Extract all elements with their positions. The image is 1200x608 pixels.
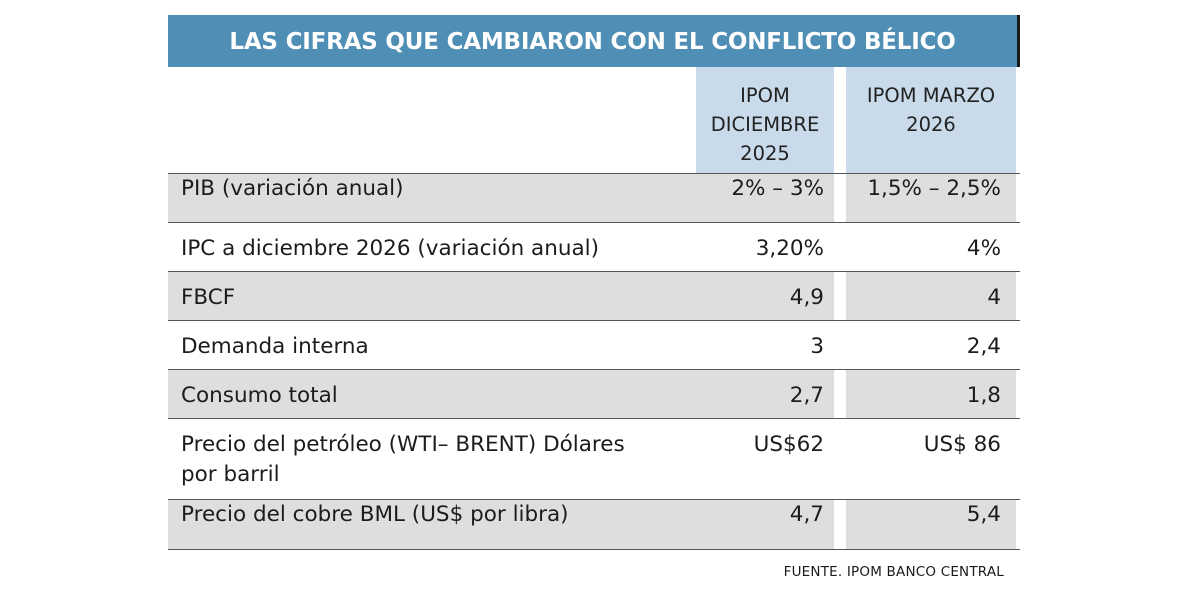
row-value-dic-2025: 2% – 3% [696,174,834,222]
table-row-demanda-interna: Demanda interna 3 2,4 [168,321,1020,370]
row-label: Demanda interna [181,334,369,359]
header-ipom-dic-2025: IPOM DICIEMBRE 2025 [696,67,834,173]
header-col1-line3: 2025 [740,142,790,165]
table-row-pib: PIB (variación anual) 2% – 3% 1,5% – 2,5… [168,173,1020,223]
row-value-mar-2026: 4% [966,236,1001,261]
row-value-mar-2026: 2,4 [966,334,1001,359]
row-label-line1: Precio del petróleo (WTI– BRENT) Dólares [181,432,625,457]
row-value-dic-2025: 2,7 [696,370,834,418]
header-ipom-mar-2026: IPOM MARZO 2026 [846,67,1016,173]
header-col1-line1: IPOM [740,84,790,107]
row-label: PIB (variación anual) [168,174,696,222]
row-label: Precio del petróleo (WTI– BRENT) Dólares… [168,419,696,499]
row-value-dic-2025: US$62 [753,432,824,457]
row-value-mar-2026: 1,5% – 2,5% [846,174,1016,222]
row-label: Consumo total [168,370,696,418]
row-value-mar-2026: US$ 86 [923,432,1001,457]
row-label-line2: por barril [181,462,280,487]
row-value-mar-2026: 1,8 [846,370,1016,418]
table-row-consumo-total: Consumo total 2,7 1,8 [168,370,1020,419]
row-value-mar-2026: 4 [846,272,1016,320]
row-value-dic-2025: 3 [810,334,824,359]
header-col2-line2: 2026 [906,113,956,136]
table-title: LAS CIFRAS QUE CAMBIARON CON EL CONFLICT… [229,29,956,55]
table-row-ipc: IPC a diciembre 2026 (variación anual) 3… [168,223,1020,272]
table-row-fbcf: FBCF 4,9 4 [168,272,1020,321]
row-label: Precio del cobre BML (US$ por libra) [168,500,696,549]
row-value-mar-2026: 5,4 [846,500,1016,549]
row-value-dic-2025: 4,9 [696,272,834,320]
header-empty-cell [168,67,696,173]
header-col2-line1: IPOM MARZO [866,84,996,107]
header-col1-line2: DICIEMBRE [710,113,820,136]
figures-table: LAS CIFRAS QUE CAMBIARON CON EL CONFLICT… [168,15,1020,580]
source-note: FUENTE. IPOM BANCO CENTRAL [783,564,1004,580]
row-label: IPC a diciembre 2026 (variación anual) [181,236,600,261]
title-bar: LAS CIFRAS QUE CAMBIARON CON EL CONFLICT… [168,15,1020,67]
row-value-dic-2025: 3,20% [755,236,824,261]
row-label: FBCF [168,272,696,320]
row-value-dic-2025: 4,7 [696,500,834,549]
table-row-cobre: Precio del cobre BML (US$ por libra) 4,7… [168,500,1020,550]
table-row-petroleo: Precio del petróleo (WTI– BRENT) Dólares… [168,419,1020,500]
header-row: IPOM DICIEMBRE 2025 IPOM MARZO 2026 [168,67,1020,173]
